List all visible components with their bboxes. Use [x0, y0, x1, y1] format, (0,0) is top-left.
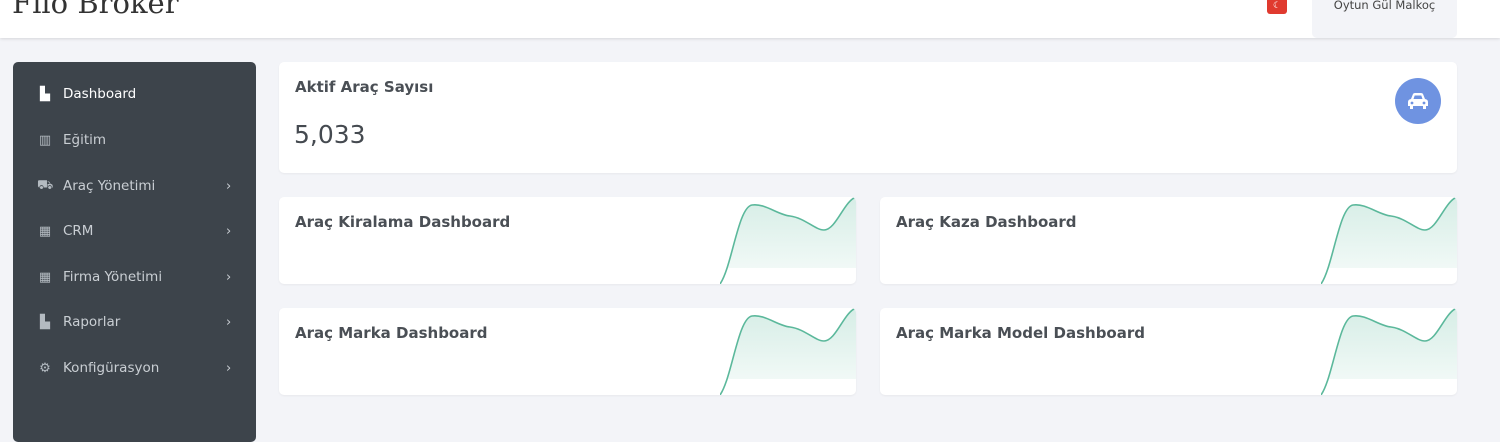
active-vehicle-count-card: Aktif Araç Sayısı 5,033 — [279, 62, 1457, 173]
sidebar-item-label: CRM — [63, 223, 94, 239]
car-icon: ⛟ — [37, 177, 54, 193]
sidebar-item-raporlar[interactable]: ▙ Raporlar › — [13, 307, 256, 337]
dashboard-card-arac-marka-model[interactable]: Araç Marka Model Dashboard — [880, 308, 1457, 395]
chart-file-icon: ▙ — [40, 86, 50, 102]
sidebar-item-firma-yonetimi[interactable]: ▦ Firma Yönetimi › — [13, 262, 256, 292]
chevron-right-icon: › — [226, 360, 232, 376]
sidebar-item-arac-yonetimi[interactable]: ⛟ Araç Yönetimi › — [13, 171, 256, 201]
dashboard-card-title: Araç Kaza Dashboard — [896, 213, 1077, 231]
car-icon — [1395, 78, 1441, 124]
dashboard-card-arac-marka[interactable]: Araç Marka Dashboard — [279, 308, 856, 395]
stat-value: 5,033 — [294, 120, 366, 149]
building-icon: ▦ — [38, 269, 52, 285]
turkey-flag-icon[interactable]: ☾ — [1267, 0, 1287, 14]
dashboard-card-arac-kaza[interactable]: Araç Kaza Dashboard — [880, 197, 1457, 284]
gears-icon: ⚙ — [39, 360, 51, 376]
dashboard-card-title: Araç Marka Dashboard — [295, 324, 488, 342]
dashboard-card-title: Araç Kiralama Dashboard — [295, 213, 511, 231]
sparkline-decoration — [1321, 197, 1457, 284]
chevron-right-icon: › — [226, 269, 232, 285]
sidebar-item-label: Konfigürasyon — [63, 360, 160, 376]
sidebar-item-egitim[interactable]: ▥ Eğitim — [13, 125, 256, 155]
user-name: Oytun Gül Malkoç — [1333, 0, 1436, 12]
sidebar-item-label: Eğitim — [63, 132, 107, 148]
sparkline-decoration — [1321, 308, 1457, 395]
building-icon: ▦ — [38, 223, 52, 239]
chevron-right-icon: › — [226, 223, 232, 239]
chevron-right-icon: › — [226, 314, 232, 330]
sidebar-item-crm[interactable]: ▦ CRM › — [13, 216, 256, 246]
sidebar: ▙ Dashboard ▥ Eğitim ⛟ Araç Yönetimi › ▦ CRM ›… — [13, 62, 256, 442]
chart-file-icon: ▙ — [40, 314, 50, 330]
top-header: Filo Broker ☾ Oytun Gül Malkoç — [0, 0, 1500, 38]
brand-logo[interactable]: Filo Broker — [12, 0, 179, 20]
sidebar-item-label: Firma Yönetimi — [63, 269, 163, 285]
dashboard-card-arac-kiralama[interactable]: Araç Kiralama Dashboard — [279, 197, 856, 284]
sidebar-item-konfigurasyon[interactable]: ⚙ Konfigürasyon › — [13, 353, 256, 383]
sidebar-item-label: Raporlar — [63, 314, 121, 330]
sidebar-item-label: Araç Yönetimi — [63, 178, 156, 194]
user-profile-button[interactable]: Oytun Gül Malkoç — [1312, 0, 1457, 38]
sparkline-decoration — [720, 308, 856, 395]
dashboard-card-title: Araç Marka Model Dashboard — [896, 324, 1145, 342]
sidebar-item-dashboard[interactable]: ▙ Dashboard — [13, 79, 256, 109]
stat-title: Aktif Araç Sayısı — [295, 78, 434, 96]
sparkline-decoration — [720, 197, 856, 284]
sidebar-item-label: Dashboard — [63, 86, 137, 102]
chevron-right-icon: › — [226, 178, 232, 194]
book-icon: ▥ — [38, 132, 52, 148]
